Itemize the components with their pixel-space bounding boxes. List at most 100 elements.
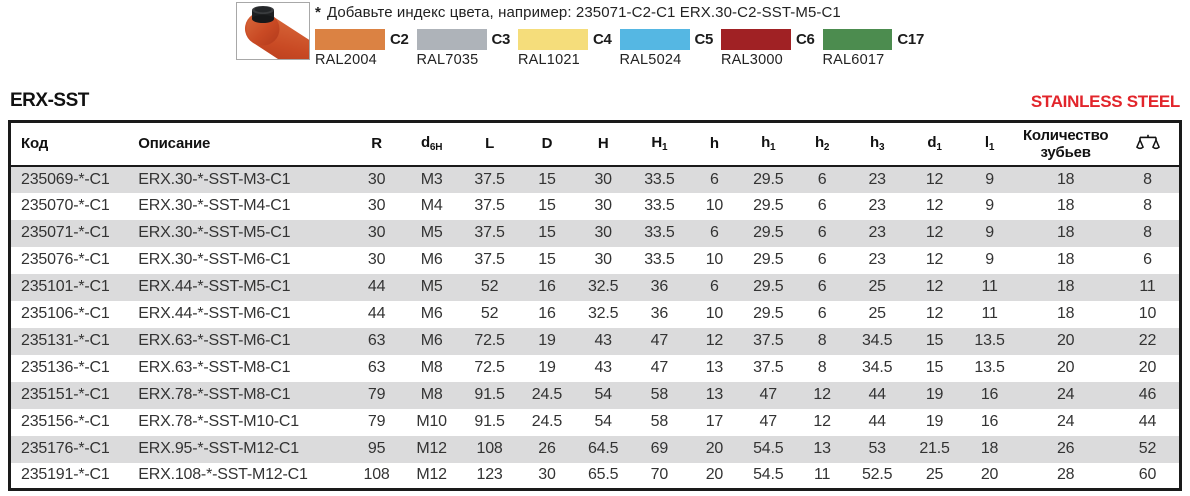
value-cell: 15 <box>925 332 944 349</box>
value-cell: 47 <box>759 386 778 403</box>
col-header-teeth-count: Количество зубьев <box>1015 121 1117 167</box>
value-cell: 11 <box>814 466 831 484</box>
value-cell: 25 <box>868 305 886 322</box>
value-cell: 13 <box>705 386 724 403</box>
value-cell: 30 <box>367 251 386 268</box>
table-row: 235106-*-C1 ERX.44-*-SST-M6-C1 44 M6 52 16 32.… <box>9 300 1181 328</box>
table-row: 235076-*-C1 ERX.30-*-SST-M6-C1 30 M6 37.5 15 3… <box>9 246 1181 274</box>
value-cell: 58 <box>650 413 669 430</box>
description-cell: ERX.44-*-SST-M5-C1 <box>138 278 291 295</box>
value-cell: 15 <box>538 197 556 214</box>
value-cell: 9 <box>985 197 994 214</box>
value-cell: 33.5 <box>644 224 675 241</box>
description-cell: ERX.30-*-SST-M3-C1 <box>138 170 291 188</box>
value-cell: 10 <box>1138 305 1157 322</box>
value-cell: 54.5 <box>753 466 784 484</box>
value-cell: 26 <box>1056 440 1075 457</box>
table-body: 235069-*-C1 ERX.30-*-SST-M3-C1 30 M3 37.5 15 3… <box>9 165 1181 490</box>
value-cell: 22 <box>1138 332 1157 349</box>
value-cell: 64.5 <box>587 440 619 457</box>
value-cell: 20 <box>1138 359 1157 376</box>
value-cell: 30 <box>594 197 612 214</box>
col-header-h1: h1 <box>741 121 796 167</box>
value-cell: 15 <box>538 251 556 268</box>
value-cell: 11 <box>1139 278 1156 295</box>
value-cell: 16 <box>980 413 999 430</box>
value-cell: 108 <box>363 466 390 484</box>
value-cell: 36 <box>650 278 669 295</box>
value-cell: 6 <box>817 251 827 268</box>
value-cell: 10 <box>705 251 724 268</box>
value-cell: 30 <box>367 224 386 241</box>
color-code-label: C5 <box>694 31 714 48</box>
value-cell: 12 <box>925 197 944 214</box>
value-cell: 72.5 <box>474 332 505 349</box>
value-cell: 29.5 <box>753 197 784 214</box>
color-swatch <box>416 29 487 50</box>
table-row: 235069-*-C1 ERX.30-*-SST-M3-C1 30 M3 37.5 15 3… <box>9 165 1181 193</box>
value-cell: 44 <box>868 413 886 430</box>
value-cell: 12 <box>813 386 831 403</box>
value-cell: 6 <box>817 197 827 214</box>
value-cell: M12 <box>416 440 447 457</box>
description-cell: ERX.95-*-SST-M12-C1 <box>138 440 299 457</box>
value-cell: 54.5 <box>753 440 784 457</box>
value-cell: 95 <box>367 440 386 457</box>
value-cell: 52 <box>1138 440 1157 457</box>
value-cell: 52 <box>480 305 499 322</box>
value-cell: 43 <box>594 332 612 349</box>
value-cell: 18 <box>1056 251 1075 268</box>
page-title: ERX-SST <box>10 90 89 111</box>
value-cell: M4 <box>420 197 443 214</box>
col-header-H1: H1 <box>631 121 688 167</box>
value-cell: 25 <box>868 278 886 295</box>
table-row: 235131-*-C1 ERX.63-*-SST-M6-C1 63 M6 72.5 19 4… <box>9 327 1181 355</box>
value-cell: 6 <box>817 278 827 295</box>
value-cell: 108 <box>476 440 503 457</box>
value-cell: 44 <box>1138 413 1157 430</box>
value-cell: 12 <box>925 224 944 241</box>
value-cell: 79 <box>367 413 386 430</box>
value-cell: 12 <box>705 332 724 349</box>
value-cell: 24.5 <box>531 413 563 430</box>
col-header-description: Описание <box>138 121 351 167</box>
value-cell: 16 <box>538 305 556 322</box>
value-cell: 13.5 <box>974 359 1005 376</box>
description-cell: ERX.63-*-SST-M8-C1 <box>138 359 291 376</box>
balance-scale-icon <box>1135 135 1160 150</box>
value-cell: 6 <box>710 224 719 241</box>
value-cell: 70 <box>650 466 669 484</box>
value-cell: 54 <box>594 386 612 403</box>
value-cell: 79 <box>367 386 386 403</box>
value-cell: 21.5 <box>919 440 950 457</box>
value-cell: 25 <box>925 466 944 484</box>
value-cell: 8 <box>1143 197 1152 214</box>
value-cell: 9 <box>985 251 994 268</box>
value-cell: 6 <box>817 224 827 241</box>
value-cell: 91.5 <box>474 413 505 430</box>
value-cell: 30 <box>594 224 612 241</box>
value-cell: 23 <box>868 197 886 214</box>
value-cell: 63 <box>367 332 386 349</box>
value-cell: 30 <box>594 251 612 268</box>
description-cell: ERX.108-*-SST-M12-C1 <box>138 466 308 484</box>
value-cell: 18 <box>1056 305 1075 322</box>
value-cell: 24.5 <box>531 386 563 403</box>
value-cell: M6 <box>420 251 443 268</box>
description-cell: ERX.78-*-SST-M10-C1 <box>138 413 299 430</box>
value-cell: 30 <box>367 197 386 214</box>
value-cell: M6 <box>420 305 443 322</box>
col-header-L: L <box>460 121 519 167</box>
note-text: Добавьте индекс цвета, например: 235071-… <box>326 4 841 21</box>
color-legend-item: C6 RAL3000 <box>721 29 823 68</box>
value-cell: 29.5 <box>753 224 784 241</box>
ral-label: RAL1021 <box>518 52 580 68</box>
value-cell: 91.5 <box>474 386 505 403</box>
value-cell: 58 <box>650 386 669 403</box>
value-cell: 19 <box>538 359 556 376</box>
color-legend-item: C2 RAL2004 <box>315 29 417 68</box>
dimensions-table-wrap: Код Описание R d6H L D H H1 h h1 h2 h3 d… <box>8 120 1182 491</box>
code-cell: 235106-*-C1 <box>21 305 110 322</box>
value-cell: 9 <box>985 170 994 188</box>
